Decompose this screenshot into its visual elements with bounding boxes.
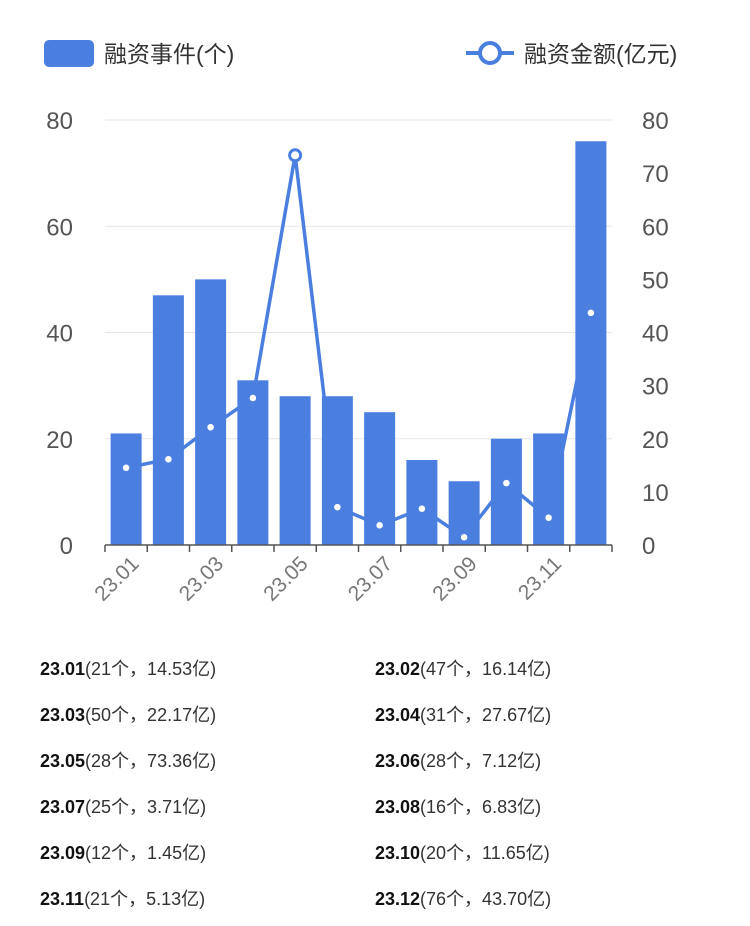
- line-point: [249, 394, 257, 402]
- bar: [110, 433, 142, 545]
- y-left-tick-label: 0: [60, 533, 73, 560]
- y-right-tick-label: 70: [642, 161, 669, 188]
- summary-month: 23.11: [40, 889, 85, 909]
- y-left-tick-label: 40: [46, 321, 73, 348]
- bar: [279, 396, 311, 545]
- summary-month: 23.01: [40, 659, 86, 679]
- summary-detail: (28个，7.12亿): [420, 751, 542, 771]
- legend-line-marker: [478, 41, 502, 65]
- bar: [152, 295, 184, 545]
- summary-month: 23.04: [375, 705, 421, 725]
- bar: [237, 380, 269, 545]
- summary-detail: (47个，16.14亿): [420, 659, 552, 679]
- y-right-tick-label: 50: [642, 267, 669, 294]
- x-tick-label: 23.11: [514, 552, 566, 604]
- legend-bar-label: 融资事件(个): [104, 41, 234, 67]
- line-point: [122, 464, 130, 472]
- y-right-tick-label: 40: [642, 321, 669, 348]
- x-tick-label: 23.05: [259, 552, 312, 605]
- line-point: [460, 533, 468, 542]
- line-point: [418, 504, 426, 513]
- summary-month: 23.03: [40, 705, 86, 725]
- line-point: [288, 148, 303, 163]
- x-tick-label: 23.07: [344, 552, 397, 605]
- line-point: [206, 423, 215, 431]
- summary-detail: (76个，43.70亿): [420, 889, 552, 909]
- summary-month: 23.12: [375, 889, 421, 909]
- y-left-tick-label: 60: [46, 214, 73, 241]
- summary-month: 23.06: [375, 751, 421, 771]
- y-left-tick-label: 80: [46, 108, 73, 135]
- summary-detail: (25个，3.71亿): [85, 797, 207, 817]
- summary-item: 23.12(76个，43.70亿): [375, 880, 710, 926]
- summary-item: 23.04(31个，27.67亿): [375, 696, 710, 742]
- summary-item: 23.05(28个，73.36亿): [40, 742, 375, 788]
- x-tick-label: 23.09: [428, 552, 481, 605]
- summary-month: 23.10: [375, 843, 421, 863]
- legend-bar-swatch: [44, 40, 94, 67]
- summary-detail: (16个，6.83亿): [420, 797, 542, 817]
- summary-item: 23.03(50个，22.17亿): [40, 696, 375, 742]
- line-point: [544, 513, 553, 522]
- line-point: [333, 503, 342, 511]
- line-point: [164, 455, 173, 464]
- y-right-tick-label: 10: [642, 480, 669, 507]
- summary-item: 23.09(12个，1.45亿): [40, 834, 375, 880]
- line-point: [587, 309, 595, 317]
- x-tick-label: 23.03: [175, 552, 228, 605]
- x-tick-label: 23.01: [90, 552, 143, 605]
- y-right-tick-label: 80: [642, 108, 669, 135]
- summary-month: 23.05: [40, 751, 86, 771]
- bar: [575, 141, 607, 545]
- bar: [195, 279, 227, 545]
- line-point: [375, 521, 384, 530]
- y-right-tick-label: 20: [642, 427, 669, 454]
- summary-item: 23.10(20个，11.65亿): [375, 834, 710, 880]
- y-right-tick-label: 0: [642, 533, 655, 560]
- y-left-tick-label: 20: [46, 427, 73, 454]
- line-series-path: [125, 153, 593, 540]
- summary-month: 23.09: [40, 843, 86, 863]
- summary-detail: (21个，14.53亿): [85, 659, 217, 679]
- summary-detail: (31个，27.67亿): [420, 705, 552, 725]
- summary-detail: (21个，5.13亿): [84, 889, 206, 909]
- summary-detail: (28个，73.36亿): [85, 751, 217, 771]
- summary-item: 23.08(16个，6.83亿): [375, 788, 710, 834]
- bar: [533, 433, 565, 545]
- summary-item: 23.01(21个，14.53亿): [40, 650, 375, 696]
- summary-item: 23.07(25个，3.71亿): [40, 788, 375, 834]
- legend-line-label: 融资金额(亿元): [524, 41, 677, 67]
- summary-month: 23.08: [375, 797, 421, 817]
- summary-month: 23.07: [40, 797, 86, 817]
- summary-item: 23.11(21个，5.13亿): [40, 880, 375, 926]
- summary-item: 23.06(28个，7.12亿): [375, 742, 710, 788]
- summary-detail: (50个，22.17亿): [85, 705, 217, 725]
- y-right-tick-label: 30: [642, 374, 669, 401]
- bar: [406, 460, 438, 545]
- financing-chart: 0 20 40 60 80 0 10 20 30 40 50 60 70 80 23.01 23.03 23.0…: [44, 40, 677, 606]
- summary-detail: (12个，1.45亿): [85, 843, 207, 863]
- line-point: [502, 479, 511, 487]
- summary-detail: (20个，11.65亿): [420, 843, 550, 863]
- summary-list: 23.01(21个，14.53亿) 23.02(47个，16.14亿) 23.03(…: [40, 650, 720, 926]
- summary-item: 23.02(47个，16.14亿): [375, 650, 710, 696]
- summary-month: 23.02: [375, 659, 421, 679]
- y-right-tick-label: 60: [642, 214, 669, 241]
